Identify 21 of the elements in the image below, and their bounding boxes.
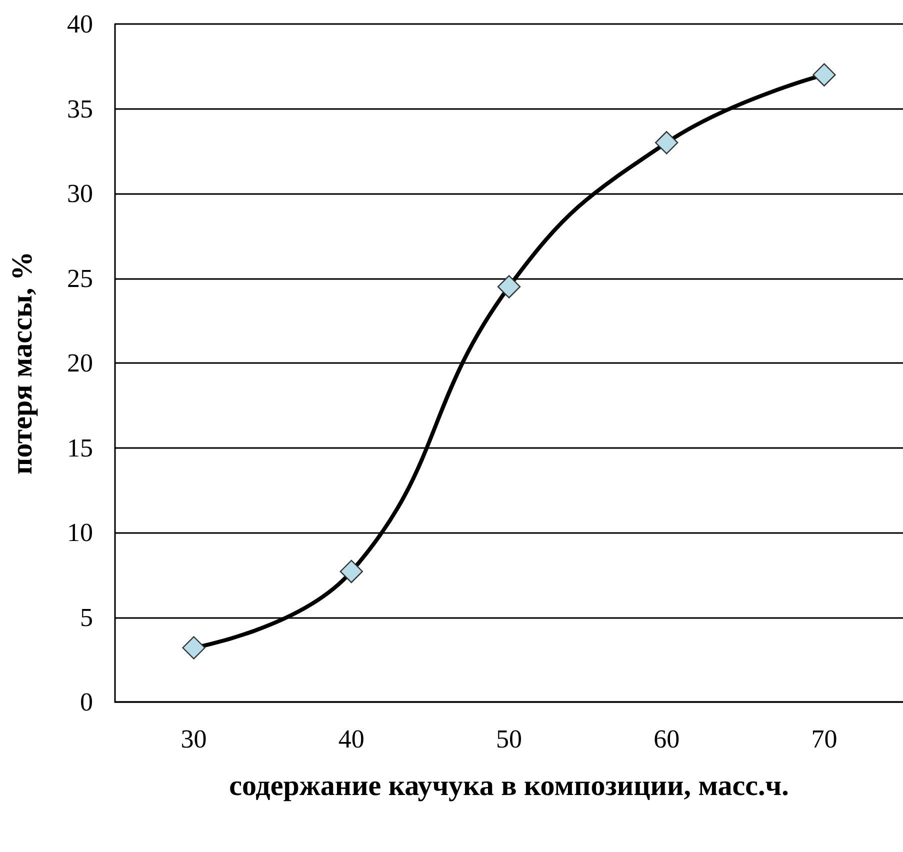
y-tick-label: 35 (67, 94, 93, 124)
x-axis-title: содержание каучука в композиции, масс.ч. (229, 770, 789, 802)
x-tick-label: 30 (180, 724, 207, 754)
y-tick-label: 10 (67, 518, 93, 547)
point (497, 275, 521, 298)
point (655, 131, 678, 154)
x-tick-label: 60 (654, 724, 680, 754)
y-tick-label: 15 (67, 433, 93, 462)
x-tick-label: 40 (338, 724, 364, 754)
point (812, 63, 836, 86)
point (340, 560, 363, 584)
y-tick-label: 25 (67, 264, 93, 293)
y-tick-label: 5 (80, 602, 93, 632)
x-tick-label: 50 (496, 724, 522, 754)
y-tick-label: 30 (67, 179, 93, 208)
y-axis-title: потеря массы, % (6, 252, 38, 474)
y-tick-label: 40 (67, 10, 93, 38)
point (182, 636, 206, 660)
y-tick-label: 0 (80, 688, 93, 716)
x-tick-label: 70 (811, 724, 838, 754)
y-tick-label: 20 (67, 348, 93, 378)
